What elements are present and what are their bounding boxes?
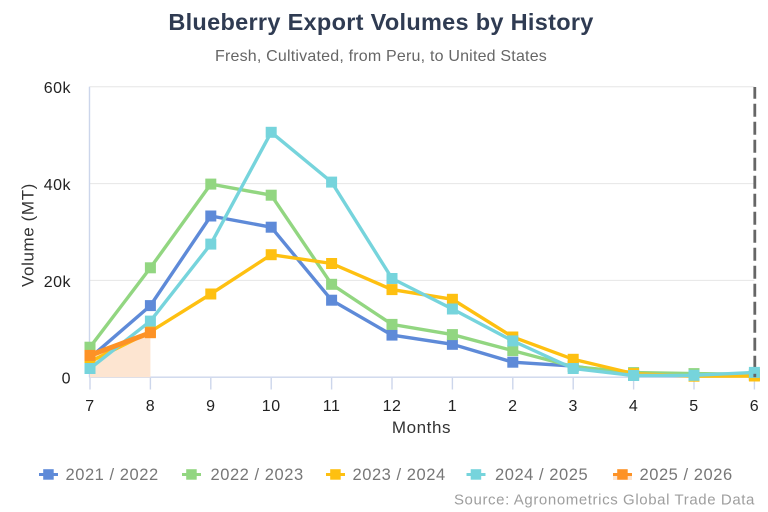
svg-text:6: 6 [750,398,759,415]
svg-text:12: 12 [383,398,402,415]
svg-text:9: 9 [206,398,215,415]
svg-text:Months: Months [392,418,451,437]
svg-text:Blueberry Export Volumes by Hi: Blueberry Export Volumes by History [168,9,593,35]
svg-text:11: 11 [323,398,341,415]
svg-text:2022 / 2023: 2022 / 2023 [211,466,304,484]
svg-text:0: 0 [62,371,71,388]
svg-text:3: 3 [568,398,577,415]
svg-text:20k: 20k [44,274,72,291]
svg-text:2: 2 [508,398,517,415]
svg-text:2021 / 2022: 2021 / 2022 [66,466,159,484]
svg-text:Volume (MT): Volume (MT) [19,183,38,287]
svg-text:40k: 40k [44,177,72,194]
svg-text:2024 / 2025: 2024 / 2025 [495,466,588,484]
svg-text:Fresh, Cultivated, from Peru,: Fresh, Cultivated, from Peru, to United … [215,48,547,65]
svg-text:2025 / 2026: 2025 / 2026 [640,466,733,484]
svg-text:4: 4 [629,398,638,415]
svg-text:10: 10 [262,398,281,415]
svg-text:5: 5 [689,398,698,415]
svg-text:60k: 60k [44,80,72,97]
svg-text:1: 1 [448,398,457,415]
svg-text:2023 / 2024: 2023 / 2024 [353,466,446,484]
svg-text:8: 8 [146,398,155,415]
svg-text:Source: Agronometrics Global T: Source: Agronometrics Global Trade Data [454,492,755,509]
svg-text:7: 7 [85,398,94,415]
